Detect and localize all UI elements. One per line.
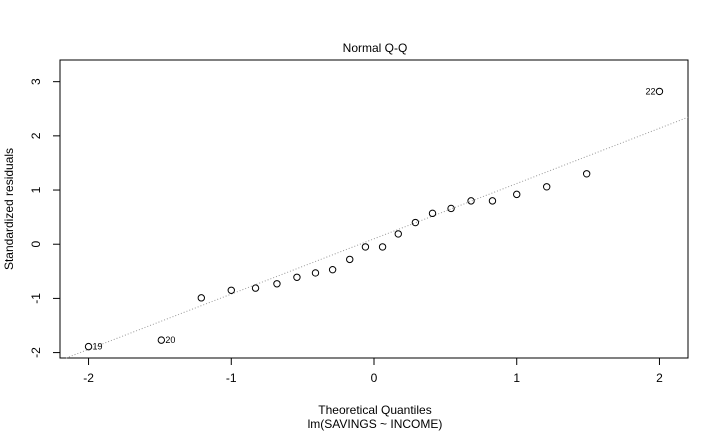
data-point [655,87,664,96]
data-point [84,342,93,351]
data-point [378,243,387,251]
x-tick-label: 2 [656,371,663,385]
x-axis: -2 -1 0 1 2 [83,358,663,385]
data-point [488,197,497,205]
y-tick-label: 1 [29,186,43,193]
y-tick-label: -1 [29,293,43,304]
data-point [197,294,206,302]
data-point [582,170,591,178]
point-label: 20 [165,335,175,345]
data-point [467,197,475,205]
y-tick-label: 0 [29,241,43,248]
plot-frame [59,59,689,359]
data-point [227,286,235,294]
point-label: 22 [645,86,655,96]
data-points: 19 20 22 [84,86,664,352]
data-point [543,183,551,191]
x-axis-label: Theoretical Quantiles [318,403,431,417]
data-point [293,273,301,281]
x-tick-label: -2 [83,371,94,385]
data-point [394,230,402,238]
data-point [311,269,320,277]
data-point [361,243,370,251]
data-point [411,218,420,227]
x-axis-sublabel: lm(SAVINGS ~ INCOME) [308,417,443,431]
reference-line [65,116,689,359]
y-tick-label: 2 [29,132,43,139]
y-axis: -2 -1 0 1 2 3 [29,78,60,358]
data-point [513,190,521,199]
point-label: 19 [93,342,103,352]
x-tick-label: 1 [513,371,520,385]
data-point [428,209,437,218]
y-tick-label: -2 [29,347,43,358]
data-point [157,336,166,344]
data-point [447,204,455,213]
y-tick-label: 3 [29,78,43,85]
data-point [328,265,337,274]
data-point [251,284,260,292]
x-tick-label: -1 [226,371,237,385]
x-tick-label: 0 [371,371,378,385]
chart-title: Normal Q-Q [343,41,408,55]
y-axis-label: Standardized residuals [2,148,16,270]
data-point [273,280,281,288]
data-point [346,255,354,264]
